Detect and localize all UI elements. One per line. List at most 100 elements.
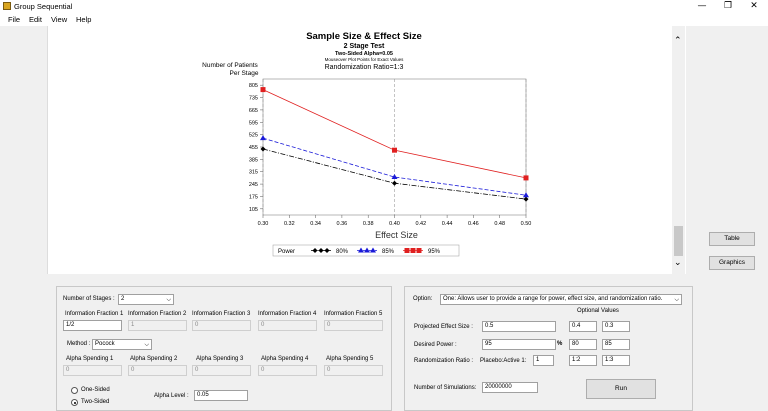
x-tick-label: 0.48 [494, 221, 505, 227]
alpha-spending-label-5: Alpha Spending 5 [326, 356, 374, 362]
y-tick-label: 525 [249, 133, 258, 139]
legend-marker [312, 248, 318, 253]
chart-title: Sample Size & Effect Size [306, 31, 422, 42]
percent-sign: % [557, 341, 563, 347]
data-point [523, 192, 529, 198]
x-tick-label: 0.34 [310, 221, 321, 227]
legend-marker [410, 248, 416, 253]
info-fraction-input-2: 1 [128, 320, 187, 331]
chevron-down-icon: ⌵ [144, 341, 149, 348]
option-select[interactable]: One: Allows user to provide a range for … [440, 294, 682, 305]
alpha-spending-input-1: 0 [63, 365, 122, 376]
menu-view[interactable]: View [51, 15, 68, 24]
info-fraction-label-4: Information Fraction 4 [258, 311, 317, 317]
info-fraction-label-2: Information Fraction 2 [128, 311, 187, 317]
info-fraction-label-1: Information Fraction 1 [65, 311, 124, 317]
menu-help[interactable]: Help [76, 15, 92, 24]
alpha-spending-input-3: 0 [192, 365, 251, 376]
alpha-spending-label-4: Alpha Spending 4 [261, 356, 309, 362]
ratio-opt1-input[interactable]: 1:2 [569, 355, 597, 366]
x-tick-label: 0.30 [258, 221, 269, 227]
info-fraction-label-3: Information Fraction 3 [192, 311, 251, 317]
restore-icon[interactable]: ❐ [723, 1, 733, 11]
effect-size-label: Projected Effect Size : [414, 324, 473, 330]
method-select[interactable]: Pocock ⌵ [92, 339, 152, 350]
option-label: Option: [413, 296, 433, 302]
legend-title: Power [278, 249, 295, 255]
scroll-down-icon[interactable]: ⌄ [674, 258, 682, 268]
data-point [260, 87, 266, 93]
y-axis-label-line1: Number of Patients [202, 62, 258, 69]
alpha-level-input[interactable]: 0.05 [194, 390, 248, 401]
ratio-opt2-input[interactable]: 1:3 [602, 355, 630, 366]
legend-label: 85% [382, 249, 395, 255]
x-tick-label: 0.38 [363, 221, 374, 227]
scroll-thumb[interactable] [674, 226, 683, 256]
menu-file[interactable]: File [8, 15, 21, 24]
y-tick-label: 105 [249, 207, 258, 213]
one-sided-label: One-Sided [81, 387, 110, 393]
data-point [260, 135, 266, 141]
close-icon[interactable]: ✕ [750, 1, 758, 11]
alpha-level-label: Alpha Level : [154, 393, 189, 399]
chevron-down-icon: ⌵ [166, 296, 171, 303]
y-tick-label: 665 [249, 108, 258, 114]
ratio-input[interactable]: 1 [533, 355, 554, 366]
option-value: One: Allows user to provide a range for … [443, 296, 663, 302]
alpha-spending-label-3: Alpha Spending 3 [196, 356, 244, 362]
info-fraction-input-1[interactable]: 1/2 [63, 320, 122, 331]
run-button[interactable]: Run [586, 379, 656, 399]
ratio-sublabel: Placebo:Active 1: [480, 358, 527, 364]
x-tick-label: 0.36 [337, 221, 348, 227]
graphics-button[interactable]: Graphics [709, 256, 755, 270]
alpha-spending-label-2: Alpha Spending 2 [130, 356, 178, 362]
chart-scrollbar[interactable]: ⌃ ⌄ [672, 26, 685, 274]
y-tick-label: 315 [249, 170, 258, 176]
legend-label: 95% [428, 249, 441, 255]
table-button[interactable]: Table [709, 232, 755, 246]
chart-subtitle: 2 Stage Test [344, 43, 385, 50]
minimize-icon[interactable]: — [697, 1, 707, 11]
info-fraction-input-5: 0 [324, 320, 383, 331]
data-point [260, 146, 266, 152]
stages-select[interactable]: 2 ⌵ [118, 294, 174, 305]
chart-panel: Sample Size & Effect Size 2 Stage Test Two… [47, 26, 686, 274]
menu-edit[interactable]: Edit [29, 15, 42, 24]
scroll-up-icon[interactable]: ⌃ [674, 36, 682, 46]
y-tick-label: 735 [249, 96, 258, 102]
alpha-spending-input-4: 0 [258, 365, 317, 376]
chevron-down-icon: ⌵ [674, 296, 679, 303]
data-point [523, 196, 529, 202]
title-bar: Group Sequential — ❐ ✕ [0, 0, 768, 13]
x-tick-label: 0.44 [442, 221, 453, 227]
series-line-85% [262, 137, 527, 196]
one-sided-radio[interactable] [71, 387, 78, 394]
method-value: Pocock [95, 341, 115, 347]
x-tick-label: 0.50 [521, 221, 532, 227]
y-tick-label: 805 [249, 83, 258, 89]
power-input[interactable]: 95 [482, 339, 556, 350]
y-tick-label: 455 [249, 145, 258, 151]
two-sided-label: Two-Sided [81, 399, 110, 405]
simulations-input[interactable]: 20000000 [482, 382, 538, 393]
simulations-label: Number of Simulations: [414, 385, 477, 391]
data-point [523, 175, 529, 181]
power-opt1-input[interactable]: 80 [569, 339, 597, 350]
alpha-spending-label-1: Alpha Spending 1 [66, 356, 114, 362]
effect-size-input[interactable]: 0.5 [482, 321, 556, 332]
data-point [391, 174, 398, 180]
power-opt2-input[interactable]: 85 [602, 339, 630, 350]
effect-size-opt1-input[interactable]: 0.4 [569, 321, 597, 332]
x-tick-label: 0.40 [389, 221, 400, 227]
two-sided-radio[interactable] [71, 399, 78, 406]
x-tick-label: 0.32 [284, 221, 295, 227]
alpha-spending-input-2: 0 [128, 365, 187, 376]
chart-note: Mouseover Plot Points for Exact Values [325, 57, 404, 62]
y-tick-label: 385 [249, 157, 258, 163]
effect-size-opt2-input[interactable]: 0.3 [602, 321, 630, 332]
info-fraction-label-5: Information Fraction 5 [324, 311, 383, 317]
legend-marker [404, 248, 410, 253]
chart-ratio-label: Randomization Ratio=1:3 [325, 64, 404, 71]
legend-marker [358, 247, 364, 253]
